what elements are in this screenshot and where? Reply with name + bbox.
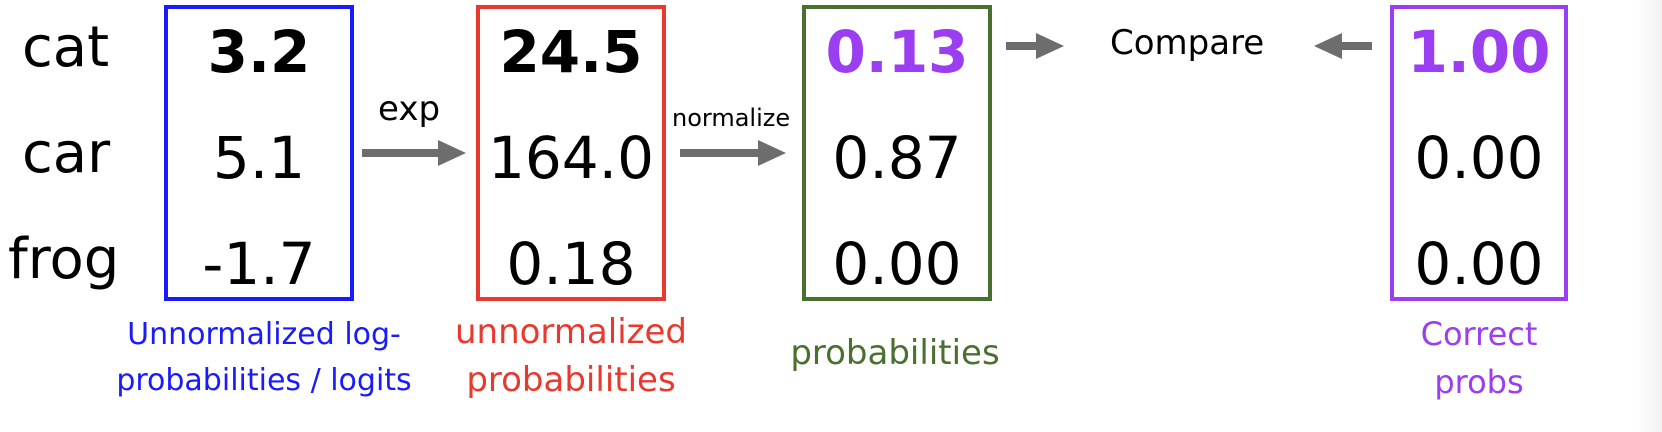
probabilities-box: 0.13 0.87 0.00 [802,5,992,301]
class-label-cat: cat [22,15,110,80]
normalize-label: normalize [672,104,791,132]
logits-caption-line-1: Unnormalized log- [127,317,401,352]
arrow-from-correct [1314,33,1372,59]
unnormalized-probs-caption: unnormalized probabilities [440,308,702,404]
arrow-to-compare [1006,33,1064,59]
logits-caption: Unnormalized log- probabilities / logits [104,312,424,404]
logit-value-cat: 3.2 [207,18,311,86]
logits-box: 3.2 5.1 -1.7 [164,5,354,301]
prob-value-car: 0.87 [832,124,962,192]
unnormalized-probs-box: 24.5 164.0 0.18 [476,5,666,301]
prob-value-frog: 0.00 [832,230,962,298]
logits-caption-line-2: probabilities / logits [116,363,412,398]
compare-label: Compare [1110,23,1265,63]
right-edge-shadow [1636,0,1662,432]
correct-value-frog: 0.00 [1414,230,1544,298]
correct-caption-line-2: probs [1434,363,1524,401]
unnorm-caption-line-1: unnormalized [454,312,688,352]
arrow-exp [362,140,466,166]
class-label-frog: frog [8,227,120,292]
correct-probs-caption: Correct probs [1380,310,1578,406]
unnorm-caption-line-2: probabilities [466,360,676,400]
logit-value-car: 5.1 [212,124,306,192]
logit-value-frog: -1.7 [202,230,316,298]
arrow-normalize [680,140,786,166]
probabilities-caption: probabilities [790,333,1000,373]
correct-caption-line-1: Correct [1420,315,1538,353]
unnorm-value-car: 164.0 [487,124,655,192]
exp-label: exp [378,89,441,129]
correct-probs-box: 1.00 0.00 0.00 [1390,5,1568,301]
unnorm-value-frog: 0.18 [506,230,636,298]
prob-value-cat: 0.13 [825,18,969,86]
class-label-car: car [22,121,111,186]
correct-value-car: 0.00 [1414,124,1544,192]
unnorm-value-cat: 24.5 [499,18,643,86]
correct-value-cat: 1.00 [1407,18,1551,86]
